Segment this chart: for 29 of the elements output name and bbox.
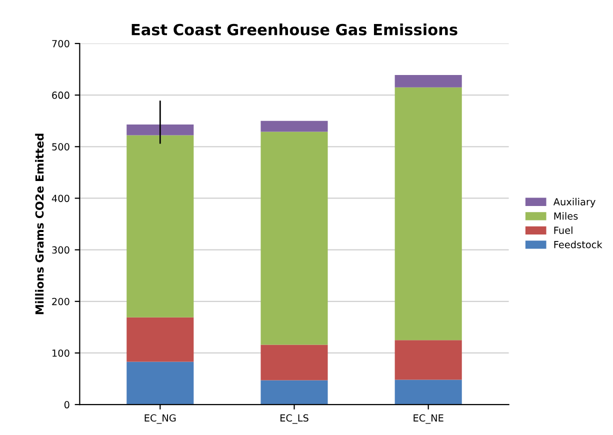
- y-tick-label: 700: [52, 40, 70, 48]
- bar: [126, 362, 194, 405]
- legend-label: Auxiliary: [553, 198, 596, 208]
- bar: [394, 87, 462, 340]
- y-tick-label: 200: [52, 298, 70, 306]
- bar: [394, 380, 462, 405]
- x-tick-label: EC_NG: [144, 414, 176, 424]
- bar: [260, 380, 328, 405]
- bar: [394, 340, 462, 380]
- y-tick-label: 500: [52, 143, 70, 150]
- bar: [126, 135, 194, 318]
- bar: [260, 132, 328, 345]
- bar: [126, 317, 194, 362]
- legend-label: Miles: [554, 212, 578, 220]
- x-tick-label: EC_NE: [414, 414, 444, 424]
- bar: [394, 74, 462, 88]
- y-tick-label: 400: [52, 194, 70, 202]
- x-tick-label: EC_LS: [280, 414, 308, 424]
- legend-label: Fuel: [554, 226, 572, 234]
- bar: [260, 344, 328, 380]
- bar: [260, 120, 328, 132]
- y-tick-label: 300: [52, 246, 70, 254]
- y-tick-label: 600: [52, 92, 70, 99]
- bar: [126, 124, 194, 136]
- y-tick-label: 0: [64, 401, 70, 408]
- legend-label: Feedstock: [554, 240, 602, 248]
- y-tick-label: 100: [52, 349, 70, 357]
- y-axis-title: Millions Grams CO2e Emitted: [35, 134, 44, 314]
- chart-title: East Coast Greenhouse Gas Emissions: [132, 24, 458, 36]
